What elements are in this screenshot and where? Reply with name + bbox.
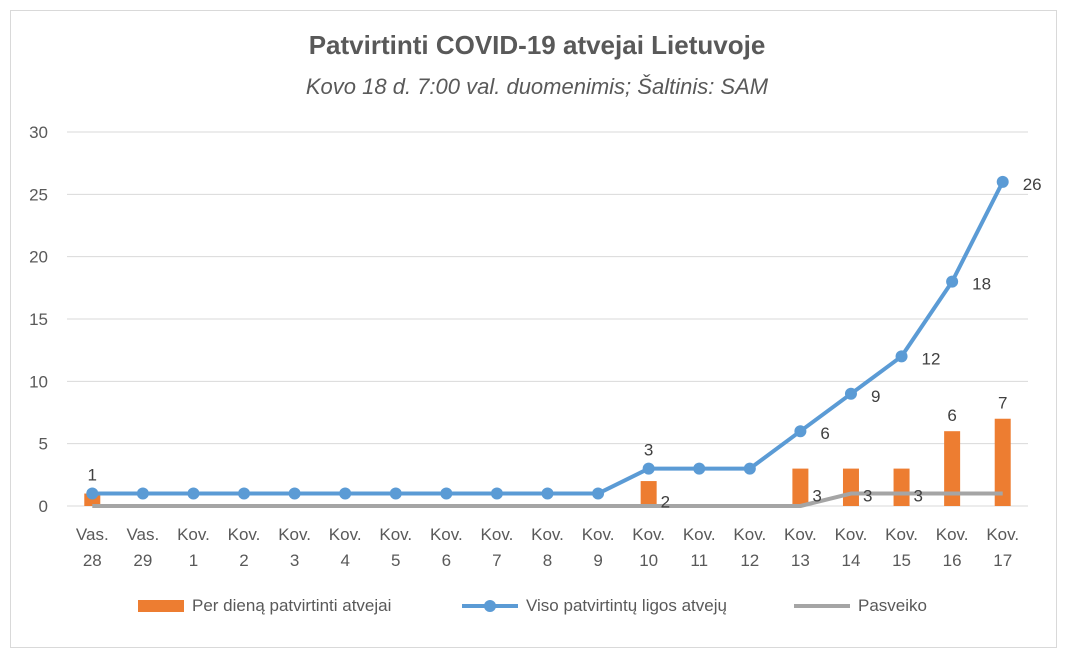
- point-total: [996, 175, 1009, 188]
- y-tick-label: 10: [29, 372, 48, 391]
- legend-swatch-bar: [138, 600, 184, 612]
- x-tick-label: Kov.: [430, 525, 463, 544]
- data-label-total: 12: [922, 349, 941, 368]
- legend-label: Pasveiko: [858, 596, 927, 615]
- bar-daily: [893, 468, 910, 506]
- x-tick-label: 8: [543, 551, 552, 570]
- legend-label: Per dieną patvirtinti atvejai: [192, 596, 392, 615]
- data-label-total: 1: [88, 466, 97, 485]
- x-tick-label: 2: [239, 551, 248, 570]
- x-tick-label: 5: [391, 551, 400, 570]
- point-total: [642, 462, 655, 475]
- x-tick-label: 15: [892, 551, 911, 570]
- data-label-daily: 3: [812, 486, 821, 505]
- data-label-daily: 6: [947, 406, 956, 425]
- point-total: [693, 462, 706, 475]
- bar-daily: [842, 468, 859, 506]
- point-total: [86, 487, 99, 500]
- x-tick-label: Kov.: [885, 525, 918, 544]
- data-label-total: 9: [871, 387, 880, 406]
- chart-frame: [10, 10, 1057, 648]
- point-total: [794, 425, 807, 438]
- bar-daily: [994, 418, 1011, 506]
- x-tick-label: Kov.: [177, 525, 210, 544]
- y-tick-label: 5: [39, 435, 48, 454]
- bar-daily: [944, 431, 961, 506]
- point-total: [490, 487, 503, 500]
- x-tick-label: 17: [993, 551, 1012, 570]
- point-total: [187, 487, 200, 500]
- x-tick-label: 16: [943, 551, 962, 570]
- point-total: [339, 487, 352, 500]
- bar-daily: [640, 481, 657, 506]
- x-tick-label: Kov.: [228, 525, 261, 544]
- point-total: [389, 487, 402, 500]
- x-tick-label: Vas.: [126, 525, 159, 544]
- x-tick-label: 14: [842, 551, 861, 570]
- legend-swatch-line: [794, 604, 850, 608]
- x-tick-label: Kov.: [733, 525, 766, 544]
- x-tick-label: Kov.: [784, 525, 817, 544]
- point-total: [288, 487, 301, 500]
- x-tick-label: Kov.: [683, 525, 716, 544]
- y-tick-label: 0: [39, 497, 48, 516]
- x-tick-label: Vas.: [76, 525, 109, 544]
- legend-label: Viso patvirtintų ligos atvejų: [526, 596, 727, 615]
- data-label-total: 3: [644, 441, 653, 460]
- x-tick-label: Kov.: [531, 525, 564, 544]
- point-total: [743, 462, 756, 475]
- legend-swatch-line-marker: [462, 600, 518, 612]
- point-total: [541, 487, 554, 500]
- chart-title: Patvirtinti COVID-19 atvejai Lietuvoje: [308, 30, 766, 60]
- point-total: [592, 487, 605, 500]
- x-tick-label: 12: [740, 551, 759, 570]
- x-tick-label: Kov.: [481, 525, 514, 544]
- x-tick-label: 4: [340, 551, 349, 570]
- x-tick-label: 13: [791, 551, 810, 570]
- x-tick-label: 29: [133, 551, 152, 570]
- bar-daily: [792, 468, 809, 506]
- line-recovered: [92, 491, 1003, 508]
- point-total: [844, 387, 857, 400]
- x-tick-label: Kov.: [835, 525, 868, 544]
- x-tick-label: 3: [290, 551, 299, 570]
- x-tick-label: Kov.: [632, 525, 665, 544]
- data-label-daily: 7: [998, 394, 1007, 413]
- x-tick-label: Kov.: [329, 525, 362, 544]
- data-label-daily: 3: [914, 486, 923, 505]
- data-label-total: 26: [1023, 175, 1042, 194]
- legend-item-daily: Per dieną patvirtinti atvejai: [138, 596, 391, 616]
- point-total: [440, 487, 453, 500]
- point-total: [895, 350, 908, 363]
- data-label-daily: 2: [661, 493, 670, 512]
- x-tick-label: Kov.: [278, 525, 311, 544]
- chart-subtitle: Kovo 18 d. 7:00 val. duomenimis; Šaltini…: [305, 74, 769, 99]
- x-tick-label: 10: [639, 551, 658, 570]
- y-tick-label: 25: [29, 185, 48, 204]
- data-label-total: 18: [972, 275, 991, 294]
- x-tick-label: 6: [442, 551, 451, 570]
- x-tick-label: Kov.: [986, 525, 1019, 544]
- y-tick-label: 20: [29, 248, 48, 267]
- data-label-daily: 3: [863, 486, 872, 505]
- x-tick-label: 1: [189, 551, 198, 570]
- x-tick-label: 28: [83, 551, 102, 570]
- y-tick-label: 30: [29, 123, 48, 142]
- point-total: [136, 487, 149, 500]
- y-tick-label: 15: [29, 310, 48, 329]
- x-tick-label: Kov.: [582, 525, 615, 544]
- x-tick-label: 9: [593, 551, 602, 570]
- x-tick-label: 11: [690, 551, 708, 570]
- point-total: [238, 487, 251, 500]
- data-label-total: 6: [820, 424, 829, 443]
- line-total: [92, 180, 1005, 496]
- x-tick-label: 7: [492, 551, 501, 570]
- x-tick-label: Kov.: [379, 525, 412, 544]
- legend-item-recovered: Pasveiko: [794, 596, 927, 616]
- legend-item-total: Viso patvirtintų ligos atvejų: [462, 596, 727, 616]
- x-tick-label: Kov.: [936, 525, 969, 544]
- point-total: [946, 275, 959, 288]
